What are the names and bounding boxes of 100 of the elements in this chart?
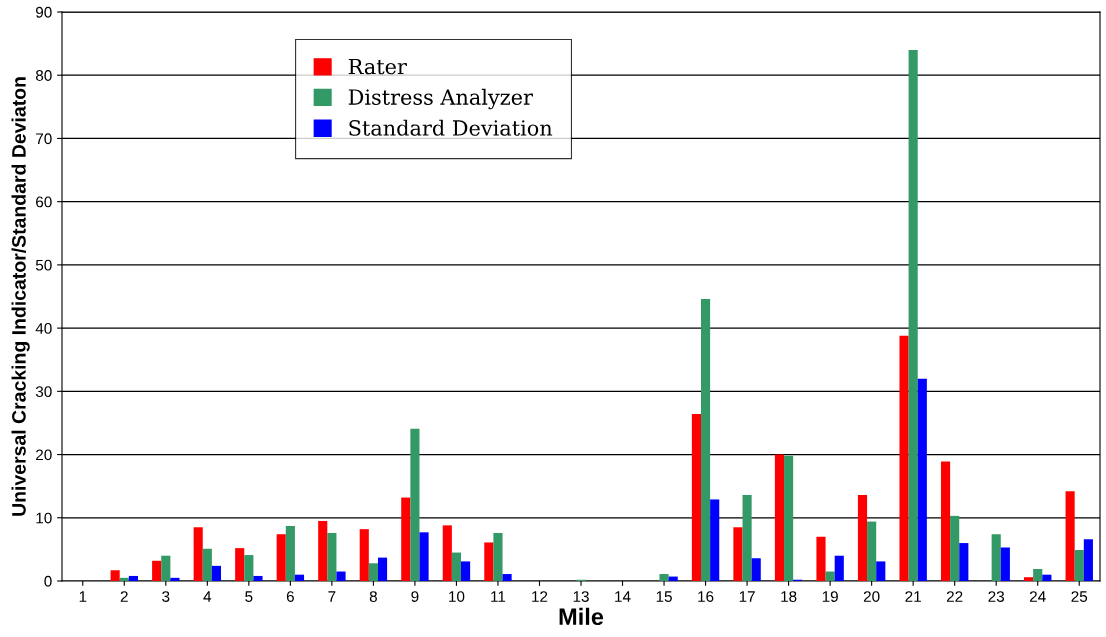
y-tick-label: 10: [36, 512, 52, 524]
x-tick-label: 6: [286, 591, 294, 602]
y-tick-label: 40: [35, 322, 52, 334]
x-tick-label: 9: [411, 591, 419, 602]
x-axis-title: Mile: [559, 607, 604, 626]
x-tick-label: 5: [245, 591, 253, 602]
bar: [784, 455, 794, 581]
bar: [959, 543, 969, 581]
x-tick-label: 14: [615, 591, 631, 602]
x-tick-label: 4: [203, 591, 212, 602]
bar: [1065, 491, 1075, 581]
bar: [359, 529, 369, 581]
bar: [668, 576, 678, 581]
bar: [502, 574, 512, 581]
x-tick-label: 20: [863, 591, 880, 602]
y-tick-label: 90: [36, 6, 52, 18]
bar: [710, 499, 720, 581]
y-tick-label: 30: [35, 386, 52, 398]
x-tick-label: 16: [698, 591, 714, 602]
y-tick-label: 50: [35, 259, 52, 271]
bar: [1042, 574, 1052, 581]
bar: [991, 534, 1001, 581]
x-tick-label: 17: [739, 591, 755, 602]
x-tick-label: 3: [162, 591, 170, 602]
y-tick-label: 70: [36, 133, 52, 145]
bar: [733, 527, 743, 581]
bar: [867, 521, 877, 581]
y-axis-title: Universal Cracking Indicator/Standard Deviaton: [11, 77, 30, 516]
bar: [419, 532, 429, 581]
bar: [774, 454, 785, 581]
y-tick-label: 80: [35, 70, 52, 81]
bar: [917, 378, 927, 581]
bar: [1000, 547, 1010, 581]
legend-label: Distress Analyzer: [348, 88, 533, 110]
bar: [908, 49, 918, 581]
bar: [202, 548, 212, 581]
bar: [294, 574, 305, 581]
x-tick-label: 22: [946, 591, 963, 602]
bar: [484, 542, 494, 581]
bar: [110, 570, 120, 581]
bar: [1033, 568, 1043, 581]
bar: [193, 527, 203, 581]
bar: [834, 555, 844, 581]
x-tick-label: 10: [449, 591, 465, 602]
bar: [119, 577, 129, 581]
bar: [1024, 577, 1034, 581]
y-tick-label: 60: [36, 196, 52, 208]
bar: [276, 534, 286, 581]
bar: [876, 561, 886, 581]
x-tick-label: 18: [781, 591, 797, 602]
bar: [1083, 539, 1093, 581]
bar: [318, 520, 328, 581]
bar: [401, 497, 411, 581]
bar: [691, 414, 701, 581]
bar: [253, 575, 263, 581]
bar: [493, 532, 503, 581]
x-tick-label: 23: [988, 591, 1005, 602]
bar: [285, 526, 295, 581]
bar: [825, 571, 835, 581]
bar: [161, 555, 171, 581]
bar: [377, 557, 388, 581]
bar: [442, 525, 452, 581]
bar: [742, 495, 752, 581]
bar: [461, 561, 471, 581]
bar: [410, 428, 420, 581]
bar: [940, 461, 951, 581]
bar: [751, 558, 761, 581]
bar: [152, 560, 162, 581]
bar: [899, 335, 909, 581]
bar: [235, 548, 245, 581]
bar: [857, 495, 868, 581]
x-tick-label: 12: [532, 591, 548, 602]
bar: [128, 575, 138, 581]
bar: [950, 515, 960, 581]
bar: [211, 565, 222, 581]
bar: [451, 552, 462, 581]
y-tick-label: 20: [36, 449, 52, 461]
x-tick-label: 7: [328, 591, 336, 602]
x-tick-label: 8: [369, 591, 377, 602]
bar: [170, 577, 180, 581]
bar: [336, 571, 346, 581]
x-tick-label: 25: [1071, 591, 1088, 602]
bar: [1074, 550, 1084, 581]
bar: [327, 532, 337, 581]
x-tick-label: 1: [79, 591, 87, 602]
x-tick-label: 13: [573, 591, 589, 602]
bar: [659, 574, 669, 581]
legend-label: Rater: [348, 58, 407, 75]
x-tick-label: 21: [905, 591, 921, 602]
x-tick-label: 24: [1029, 591, 1046, 602]
bar: [816, 536, 826, 581]
legend-label: Standard Deviation: [349, 119, 553, 136]
bar: [244, 555, 254, 581]
x-tick-label: 11: [491, 591, 506, 602]
x-tick-label: 19: [822, 591, 838, 602]
bar: [368, 563, 378, 581]
x-tick-label: 2: [120, 591, 128, 602]
y-tick-label: 0: [44, 575, 52, 587]
bar: [700, 299, 711, 581]
x-tick-label: 15: [656, 591, 672, 602]
